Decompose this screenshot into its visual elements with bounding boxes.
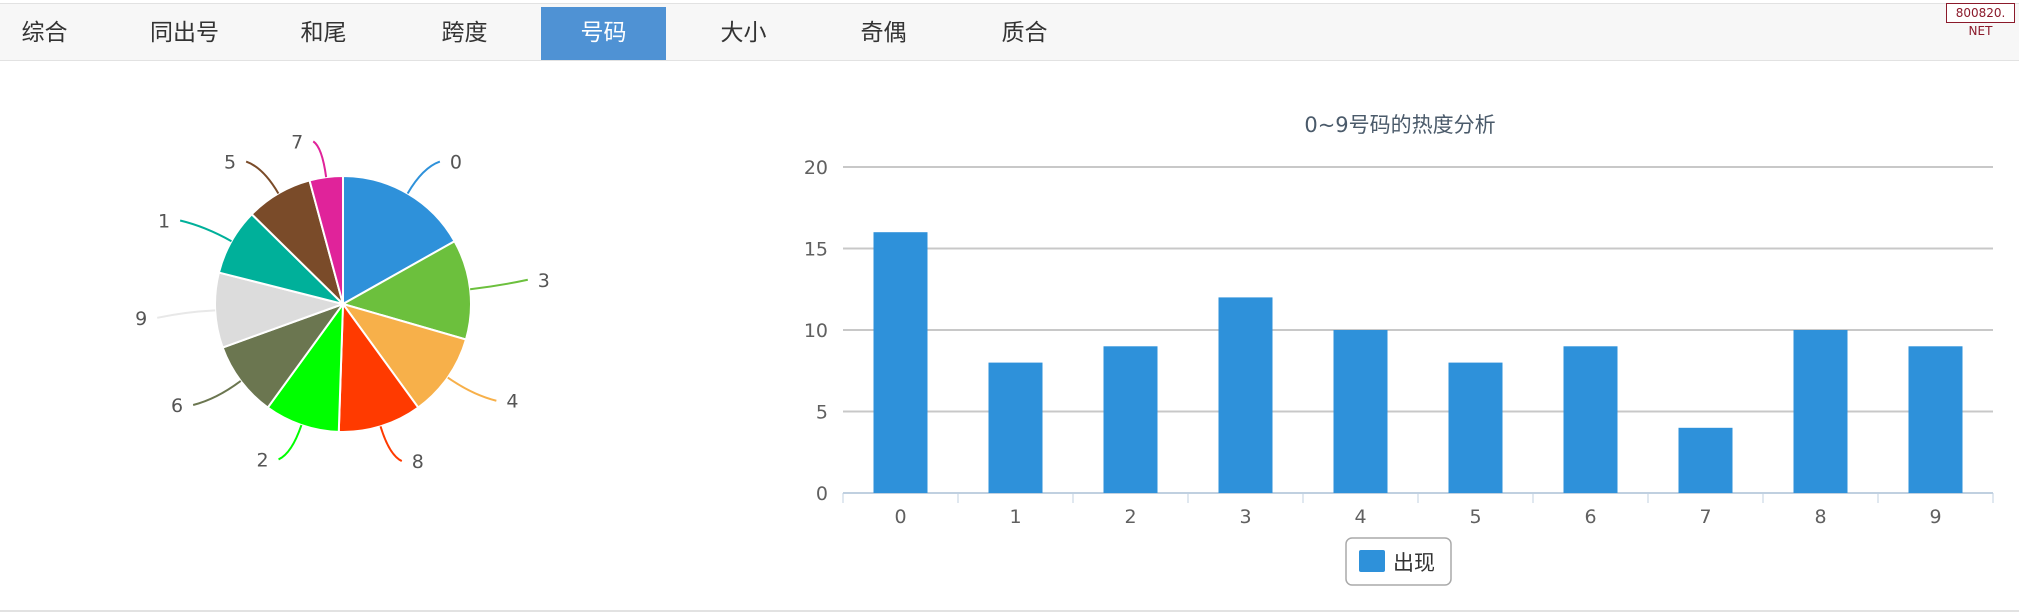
pie-label-2: 2 — [256, 449, 268, 471]
y-tick-label: 15 — [804, 239, 828, 261]
pie-leader-line — [406, 160, 441, 195]
y-tick-label: 0 — [816, 483, 828, 505]
pie-leader-line — [312, 140, 328, 178]
pie-leader-line — [470, 278, 529, 291]
x-tick-label: 7 — [1699, 506, 1711, 528]
y-tick-label: 10 — [804, 320, 828, 342]
watermark-logo: 800820. NET — [1946, 3, 2015, 38]
tab-3[interactable]: 跨度 — [441, 20, 488, 46]
x-tick-label: 9 — [1929, 506, 1941, 528]
pie-slice-8[interactable] — [337, 301, 420, 433]
legend-item-出现[interactable]: 出现 — [1345, 537, 1452, 586]
legend-box — [1345, 537, 1452, 586]
pie-slice-2[interactable] — [266, 300, 345, 433]
x-tick-label: 3 — [1239, 506, 1251, 528]
bar-9[interactable] — [1908, 346, 1963, 493]
bar-0[interactable] — [873, 232, 928, 493]
tab-bar: 综合 同出号 和尾 跨度 号码 大小 奇偶 质合 — [0, 3, 2019, 61]
pie-slice-4[interactable] — [340, 302, 468, 409]
tab-5[interactable]: 大小 — [720, 20, 767, 46]
tab-1[interactable]: 同出号 — [150, 20, 219, 46]
pie-slice-0[interactable] — [342, 174, 456, 306]
pie-slice-3[interactable] — [340, 239, 472, 341]
chart-title: 0~9号码的热度分析 — [1304, 113, 1495, 137]
pie-label-4: 4 — [506, 391, 518, 413]
pie-leader-line — [192, 380, 242, 406]
y-tick-label: 20 — [804, 157, 828, 179]
x-tick-label: 4 — [1354, 506, 1366, 528]
bar-6[interactable] — [1563, 346, 1618, 493]
pie-slice-9[interactable] — [214, 271, 347, 349]
tab-2[interactable]: 和尾 — [300, 20, 347, 46]
pie-label-8: 8 — [412, 451, 424, 473]
bar-4[interactable] — [1333, 330, 1388, 493]
x-tick-label: 2 — [1124, 506, 1136, 528]
pie-leader-line — [447, 376, 497, 402]
legend-swatch — [1359, 550, 1385, 572]
pie-label-9: 9 — [135, 308, 147, 330]
tab-0[interactable]: 综合 — [21, 20, 68, 46]
bar-2[interactable] — [1103, 346, 1158, 493]
x-tick-label: 6 — [1584, 506, 1596, 528]
pie-label-1: 1 — [158, 211, 170, 233]
pie-label-7: 7 — [291, 131, 303, 153]
legend-label: 出现 — [1393, 551, 1435, 575]
pie-slice-6[interactable] — [221, 301, 346, 409]
x-tick-label: 0 — [894, 506, 906, 528]
pie-leader-line — [157, 309, 216, 319]
divider — [0, 610, 2019, 612]
pie-leader-line — [179, 219, 232, 243]
tab-6[interactable]: 奇偶 — [860, 20, 907, 46]
pie-leader-line — [245, 160, 280, 195]
bar-8[interactable] — [1793, 330, 1848, 493]
tab-4[interactable]: 号码 — [541, 7, 666, 60]
tab-7[interactable]: 质合 — [1001, 20, 1048, 46]
pie-label-6: 6 — [171, 395, 183, 417]
pie-leader-line — [278, 424, 303, 461]
pie-label-5: 5 — [224, 152, 236, 174]
pie-leader-line — [379, 426, 403, 462]
bar-3[interactable] — [1218, 297, 1273, 493]
x-tick-label: 1 — [1009, 506, 1021, 528]
bar-7[interactable] — [1678, 427, 1733, 493]
y-tick-label: 5 — [816, 402, 828, 424]
pie-label-3: 3 — [538, 270, 550, 292]
bar-1[interactable] — [988, 362, 1043, 493]
x-tick-label: 5 — [1469, 506, 1481, 528]
x-tick-label: 8 — [1814, 506, 1826, 528]
bar-5[interactable] — [1448, 362, 1503, 493]
pie-label-0: 0 — [450, 152, 462, 174]
